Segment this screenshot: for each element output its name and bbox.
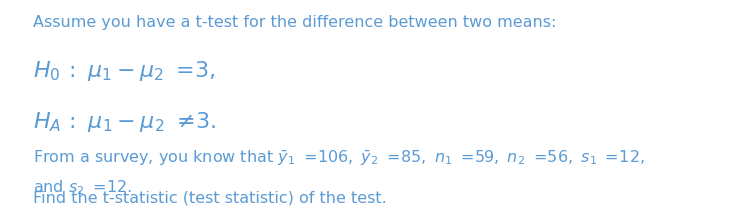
- Text: $H_0\,:\ \mu_1 - \mu_2\ =\!3,$: $H_0\,:\ \mu_1 - \mu_2\ =\!3,$: [33, 59, 216, 83]
- Text: Assume you have a t-test for the difference between two means:: Assume you have a t-test for the differe…: [33, 15, 556, 30]
- Text: and $s_2\ =\!12.$: and $s_2\ =\!12.$: [33, 178, 132, 197]
- Text: From a survey, you know that $\bar{y}_1\ =\!106,\ \bar{y}_2\ =\!85,\ n_1\ =\!59,: From a survey, you know that $\bar{y}_1\…: [33, 148, 645, 168]
- Text: Find the t-statistic (test statistic) of the test.: Find the t-statistic (test statistic) of…: [33, 191, 386, 206]
- Text: $H_A\,:\ \mu_1 - \mu_2\ \neq\!3.$: $H_A\,:\ \mu_1 - \mu_2\ \neq\!3.$: [33, 110, 216, 134]
